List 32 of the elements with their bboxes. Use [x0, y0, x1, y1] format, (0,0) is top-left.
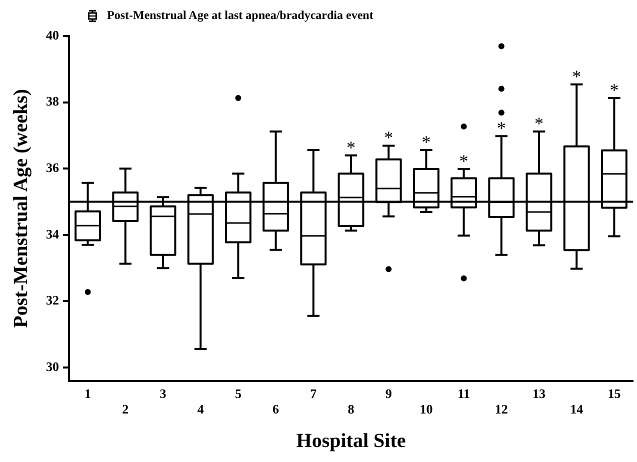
- y-tick-label: 40: [46, 27, 59, 42]
- x-tick-label: 14: [570, 402, 584, 417]
- x-tick-label: 2: [122, 402, 129, 417]
- x-tick-label: 8: [348, 402, 355, 417]
- x-tick-label: 5: [234, 386, 242, 401]
- x-tick-label: 15: [608, 386, 622, 401]
- annotation: *: [422, 132, 431, 152]
- annotation: *: [534, 113, 544, 134]
- annotation: *: [572, 66, 582, 86]
- annotation: *: [610, 80, 619, 100]
- x-tick-label: 7: [310, 386, 318, 401]
- x-tick-label: 12: [494, 402, 508, 417]
- legend-label: Post-Menstrual Age at last apnea/bradycardia event: [107, 8, 374, 23]
- x-tick-label: 13: [532, 386, 546, 401]
- x-tick-label: 11: [458, 386, 470, 401]
- x-tick-label: 4: [197, 402, 204, 417]
- x-axis-title: Hospital Site: [296, 430, 406, 452]
- annotation: *: [384, 128, 394, 148]
- y-tick-label: 32: [46, 292, 59, 308]
- x-tick-label: 10: [420, 402, 433, 417]
- x-tick-label: 6: [272, 402, 280, 417]
- y-tick-label: 30: [46, 358, 59, 374]
- y-axis-title: Post-Menstrual Age (weeks): [10, 88, 32, 328]
- y-tick-label: 36: [46, 160, 60, 175]
- annotation: *: [459, 150, 468, 171]
- annotation: *: [496, 118, 506, 138]
- x-tick-label: 1: [84, 386, 92, 401]
- annotation: *: [346, 137, 356, 158]
- x-tick-label: 3: [160, 386, 167, 401]
- y-tick-label: 38: [46, 94, 60, 109]
- y-tick-label: 34: [46, 226, 60, 242]
- x-tick-label: 9: [385, 386, 392, 401]
